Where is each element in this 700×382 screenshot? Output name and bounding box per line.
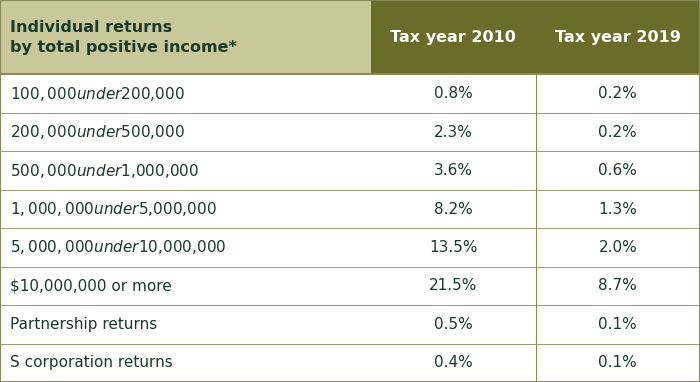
Text: $10,000,000 or more: $10,000,000 or more bbox=[10, 278, 172, 293]
Text: S corporation returns: S corporation returns bbox=[10, 355, 174, 370]
Text: 0.2%: 0.2% bbox=[598, 86, 637, 101]
Text: 2.3%: 2.3% bbox=[434, 125, 473, 140]
Text: 0.1%: 0.1% bbox=[598, 317, 637, 332]
Bar bbox=[0, 267, 700, 305]
Bar bbox=[0, 228, 700, 267]
Text: 3.6%: 3.6% bbox=[434, 163, 473, 178]
Text: $1,000,000 under $5,000,000: $1,000,000 under $5,000,000 bbox=[10, 200, 217, 218]
Bar bbox=[0, 0, 371, 74]
Text: 0.1%: 0.1% bbox=[598, 355, 637, 370]
Text: 1.3%: 1.3% bbox=[598, 202, 637, 217]
Text: 8.2%: 8.2% bbox=[434, 202, 473, 217]
Text: Partnership returns: Partnership returns bbox=[10, 317, 158, 332]
Text: 0.8%: 0.8% bbox=[434, 86, 473, 101]
Bar bbox=[0, 74, 700, 113]
Text: $200,000 under $500,000: $200,000 under $500,000 bbox=[10, 123, 186, 141]
Bar bbox=[0, 113, 700, 151]
Bar bbox=[371, 0, 700, 74]
Text: 13.5%: 13.5% bbox=[429, 240, 477, 255]
Bar bbox=[0, 151, 700, 190]
Text: 8.7%: 8.7% bbox=[598, 278, 637, 293]
Bar bbox=[0, 343, 700, 382]
Text: 2.0%: 2.0% bbox=[598, 240, 637, 255]
Text: 0.4%: 0.4% bbox=[434, 355, 473, 370]
Text: Individual returns
by total positive income*: Individual returns by total positive inc… bbox=[10, 20, 237, 55]
Text: 0.5%: 0.5% bbox=[434, 317, 473, 332]
Text: 0.2%: 0.2% bbox=[598, 125, 637, 140]
Text: Tax year 2010: Tax year 2010 bbox=[391, 30, 516, 45]
Text: Tax year 2019: Tax year 2019 bbox=[555, 30, 680, 45]
Bar bbox=[0, 190, 700, 228]
Bar bbox=[0, 305, 700, 343]
Text: $500,000 under $1,000,000: $500,000 under $1,000,000 bbox=[10, 162, 199, 180]
Text: $5,000,000 under $10,000,000: $5,000,000 under $10,000,000 bbox=[10, 238, 227, 256]
Text: $100,000 under $200,000: $100,000 under $200,000 bbox=[10, 85, 186, 103]
Text: 21.5%: 21.5% bbox=[429, 278, 477, 293]
Text: 0.6%: 0.6% bbox=[598, 163, 637, 178]
